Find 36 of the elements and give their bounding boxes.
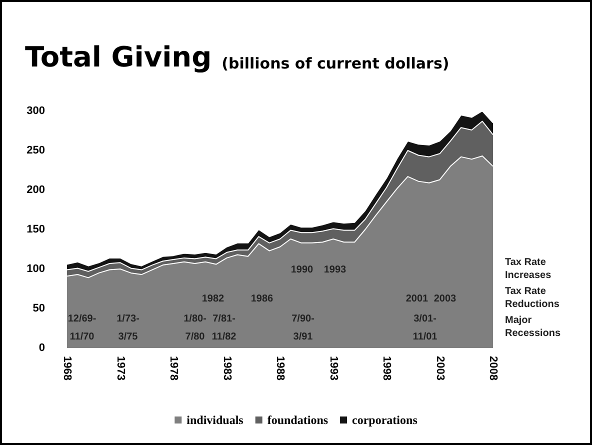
y-tick-label: 50 [32,302,45,314]
x-tick-label: 1978 [168,356,180,380]
y-tick-label: 100 [26,263,45,275]
annotation: 2003 [434,294,457,304]
annotation: 1986 [250,294,274,304]
annotation: 1/73- 3/75 [116,314,140,342]
annotation: 7/90- 3/91 [292,314,314,342]
y-tick-label: 150 [26,224,45,236]
annotation: 2001 [406,294,429,304]
y-tick-label: 200 [26,184,45,196]
x-tick-label: 1983 [220,356,233,380]
annotation: 1990 [290,264,314,276]
x-tick-label: 1998 [380,356,392,380]
chart-title: Total Giving [25,40,212,74]
x-tick-label: 2008 [487,356,499,380]
annotation: 12/69- 11/70 [68,314,96,342]
x-tick-label: 1973 [114,356,126,380]
x-tick-label: 1968 [61,356,73,380]
chart-subtitle: (billions of current dollars) [222,54,450,72]
annotation: 1/80- 7/80 [184,314,206,342]
text: Major Recessions [505,315,562,339]
annotation: 1982 [202,294,225,304]
x-tick-label: 1988 [274,356,286,380]
x-tick-label: 1993 [327,356,340,380]
legend-label: foundations [267,413,328,427]
text: Tax Rate Increases [505,257,552,281]
y-tick-label: 0 [38,342,45,354]
x-tick-label: 2003 [434,356,446,380]
annotation: 3/01- 11/01 [412,314,438,342]
y-tick-label: 250 [26,144,45,156]
legend-label: corporations [352,413,418,427]
y-tick-label: 300 [26,105,45,117]
annotation: 1993 [324,264,347,276]
text: Tax Rate Reductions [505,286,560,310]
legend-label: individuals [186,413,244,427]
annotation: 7/81- 11/82 [212,314,237,342]
